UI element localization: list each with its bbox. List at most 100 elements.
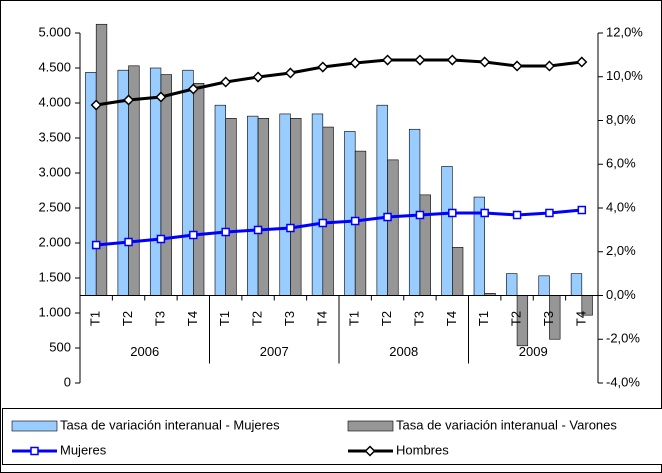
point: [414, 54, 426, 66]
point: [253, 225, 263, 235]
point: [383, 212, 392, 222]
y-tick-label: 4.000: [38, 94, 71, 109]
x-tick-label: T3: [411, 311, 426, 326]
bar: [247, 115, 259, 296]
point: [318, 218, 328, 228]
x-tick-label: T2: [509, 311, 524, 326]
y-tick-label: 2.000: [38, 234, 71, 249]
y2-tick-label: -2,0%: [606, 331, 640, 346]
point: [543, 60, 555, 72]
group-label: 2006: [130, 344, 159, 359]
y2-tick-label: 0,0%: [606, 287, 636, 302]
x-tick-label: T1: [217, 311, 232, 326]
point: [480, 208, 489, 218]
x-tick-label: T3: [152, 311, 167, 326]
x-tick-label: T1: [88, 311, 103, 326]
point: [415, 210, 425, 220]
point: [90, 99, 102, 111]
point: [512, 210, 522, 220]
point: [187, 83, 199, 95]
point: [382, 54, 394, 66]
bar: [570, 273, 583, 296]
x-tick-label: T4: [314, 311, 329, 326]
point: [286, 223, 295, 233]
legend-marker: [364, 445, 376, 457]
legend-label: Hombres: [396, 442, 449, 457]
point: [155, 91, 167, 103]
point: [577, 205, 587, 215]
legend-label: Tasa de variación interanual - Mujeres: [60, 417, 280, 432]
bar: [322, 126, 334, 296]
y-tick-label: 1.000: [38, 304, 71, 319]
bar: [452, 247, 464, 296]
point: [446, 54, 458, 66]
y-tick-label: 500: [49, 339, 71, 354]
y2-tick-label: 10,0%: [606, 68, 643, 83]
x-tick-label: T2: [120, 311, 135, 326]
bar: [257, 118, 270, 296]
y-tick-label: 3.500: [38, 129, 71, 144]
point: [252, 71, 264, 83]
group-label: 2007: [260, 344, 289, 359]
legend-swatch: [347, 420, 394, 432]
y-tick-label: 4.500: [38, 59, 71, 74]
y-tick-label: 2.500: [38, 199, 71, 214]
x-tick-label: T2: [379, 311, 394, 326]
bar: [160, 74, 172, 296]
bar: [214, 104, 226, 296]
legend-box: [2, 408, 662, 465]
group-label: 2009: [519, 344, 548, 359]
point: [511, 60, 523, 72]
point: [156, 234, 166, 244]
y2-tick-label: -4,0%: [606, 374, 640, 389]
x-tick-label: T4: [185, 311, 200, 326]
bar: [419, 194, 431, 296]
point: [91, 240, 101, 250]
y2-tick-label: 6,0%: [606, 156, 636, 171]
point: [545, 208, 554, 218]
legend-marker: [30, 446, 39, 456]
bar: [506, 273, 518, 296]
point: [221, 227, 230, 237]
y-tick-label: 1.500: [38, 269, 71, 284]
point: [124, 237, 133, 247]
x-tick-label: T3: [541, 311, 556, 326]
point: [189, 230, 198, 240]
bar: [225, 118, 237, 296]
x-tick-label: T4: [444, 311, 459, 326]
bar: [376, 104, 388, 296]
bar: [117, 69, 129, 296]
x-tick-label: T3: [282, 311, 297, 326]
x-tick-label: T4: [573, 311, 588, 326]
bar: [387, 159, 399, 296]
point: [350, 216, 360, 226]
point: [349, 57, 361, 69]
bar: [441, 166, 453, 296]
bar: [95, 23, 108, 296]
y2-tick-label: 8,0%: [606, 112, 636, 127]
bar: [290, 118, 302, 296]
bar: [182, 69, 194, 296]
x-tick-label: T1: [347, 311, 362, 326]
point: [448, 208, 457, 218]
bar: [311, 113, 324, 296]
y2-tick-label: 12,0%: [606, 24, 643, 39]
x-tick-label: T2: [250, 311, 265, 326]
bar: [344, 131, 356, 296]
bar: [279, 113, 291, 296]
point: [317, 61, 329, 73]
legend-label: Tasa de variación interanual - Varones: [396, 417, 617, 432]
y-tick-label: 3.000: [38, 164, 71, 179]
bar: [149, 67, 162, 296]
y2-tick-label: 4,0%: [606, 199, 636, 214]
y-tick-label: 0: [64, 374, 71, 389]
y2-tick-label: 2,0%: [606, 243, 636, 258]
bar: [193, 83, 205, 296]
point: [576, 56, 588, 68]
legend-label: Mujeres: [60, 442, 107, 457]
group-label: 2008: [389, 344, 418, 359]
x-tick-label: T1: [476, 311, 491, 326]
legend-swatch: [11, 420, 58, 432]
y-tick-label: 5.000: [38, 24, 71, 39]
